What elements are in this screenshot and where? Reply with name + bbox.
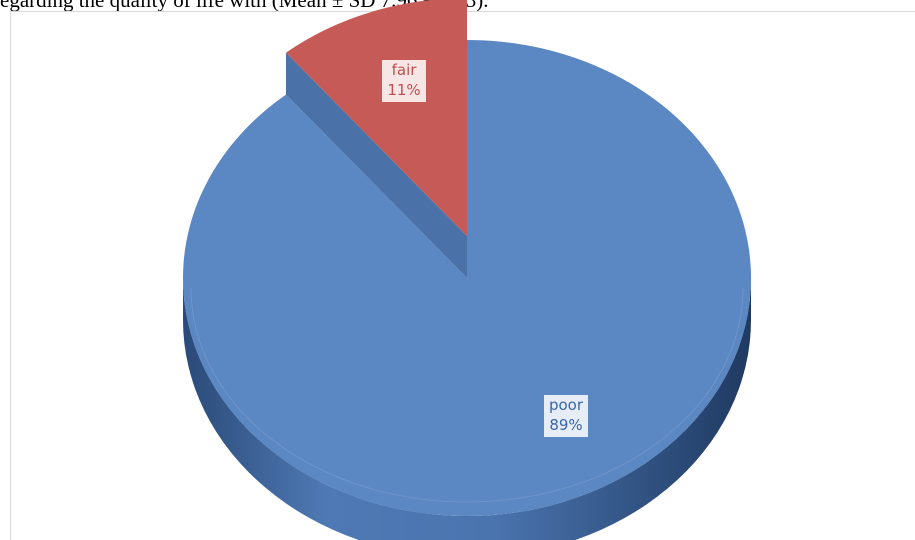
document-text-fragment: egarding the quality of life with (Mean … [0,0,489,12]
data-label-poor-value: 89% [549,416,582,434]
data-label-poor-background [544,395,588,437]
pie-rim-line [190,287,744,503]
data-label-fair: fair 11% [382,60,426,102]
data-label-poor-category: poor [549,396,584,414]
pie-slice-poor [183,40,752,517]
data-label-fair-background [382,60,426,102]
pie-inner-wall [286,52,467,278]
pie-slice-fair [286,0,467,236]
data-label-poor: poor 89% [544,395,588,437]
data-label-fair-value: 11% [387,81,420,99]
data-label-fair-category: fair [392,61,418,79]
